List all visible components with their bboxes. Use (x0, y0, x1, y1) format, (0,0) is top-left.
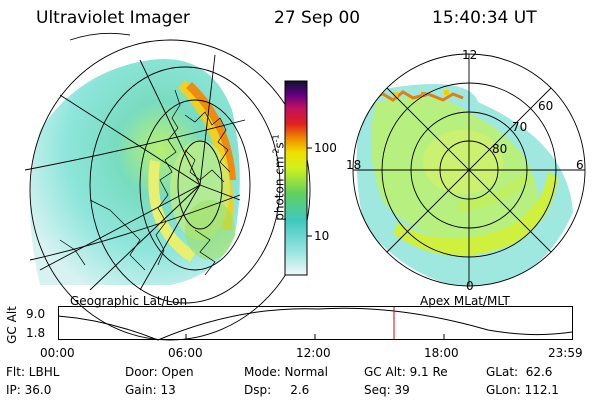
time-tick-1200: 12:00 (296, 346, 331, 360)
mlt-label-18: 18 (346, 158, 362, 172)
param-filter: Flt: LBHL (6, 365, 60, 379)
param-dsp: Dsp: 2.6 (244, 383, 310, 397)
mlt-label-12: 12 (462, 48, 478, 62)
left-caption: Geographic Lat/Lon (70, 294, 188, 308)
param-ip: IP: 36.0 (6, 383, 52, 397)
altitude-ytick-1-8: 1.8 (26, 326, 46, 340)
param-mode: Mode: Normal (244, 365, 328, 379)
colorbar-tick-10: 10 (314, 229, 330, 243)
colorbar-tick-100: 100 (314, 141, 337, 155)
mlt-label-6: 6 (576, 158, 584, 172)
colorbar (284, 80, 312, 276)
time-tick-1800: 18:00 (424, 346, 459, 360)
param-gain: Gain: 13 (125, 383, 176, 397)
param-glat: GLat: 62.6 (486, 365, 553, 379)
lat-label-70: 70 (512, 120, 528, 134)
polar-grid (352, 53, 586, 287)
param-door: Door: Open (125, 365, 194, 379)
param-gc-alt: GC Alt: 9.1 Re (364, 365, 448, 379)
polar-aurora-plot (352, 53, 586, 287)
colorbar-label: photon cm-2s-1 (271, 134, 287, 221)
altitude-timeline (57, 306, 573, 341)
param-glon: GLon: 112.1 (486, 383, 559, 397)
date-label: 27 Sep 00 (274, 8, 361, 28)
time-tick-2359: 23:59 (548, 346, 583, 360)
lat-label-60: 60 (538, 99, 554, 113)
altitude-ytick-9: 9.0 (26, 307, 46, 321)
instrument-title: Ultraviolet Imager (36, 8, 190, 28)
mlt-label-0: 0 (466, 279, 474, 293)
altitude-curve (57, 307, 573, 341)
time-tick-0000: 00:00 (40, 346, 75, 360)
time-label: 15:40:34 UT (432, 8, 537, 28)
param-seq: Seq: 39 (364, 383, 410, 397)
altitude-ylabel: GC Alt (4, 306, 19, 344)
time-tick-0600: 06:00 (168, 346, 203, 360)
lat-label-80: 80 (492, 142, 508, 156)
coastlines (59, 89, 231, 276)
right-caption: Apex MLat/MLT (420, 294, 510, 308)
